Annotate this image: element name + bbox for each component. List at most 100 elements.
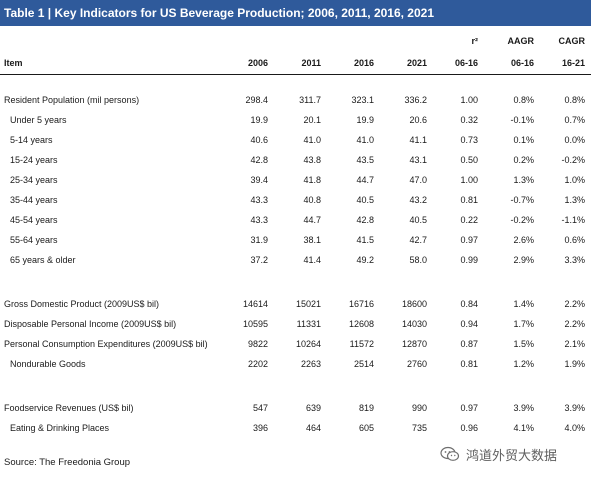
row-value: 40.5 [409, 215, 427, 225]
row-value: 38.1 [303, 235, 321, 245]
row-value: 18600 [401, 299, 427, 309]
header-cell-cagr: CAGR [558, 36, 586, 46]
row-value: 14614 [242, 299, 268, 309]
row-value: 0.1% [513, 135, 534, 145]
table-row: 25-34 years 39.4 41.8 44.7 47.0 1.00 1.3% 1.0% [0, 170, 591, 190]
row-value: 2.9% [513, 255, 534, 265]
row-value: 43.3 [250, 215, 268, 225]
header-year-2016: 2016 [353, 58, 374, 68]
table-row: 45-54 years 43.3 44.7 42.8 40.5 0.22 -0.2% -1.1… [0, 210, 591, 230]
row-value: 3.9% [513, 403, 534, 413]
row-value: 298.4 [245, 95, 268, 105]
table-row: 65 years & older 37.2 41.4 49.2 58.0 0.99 2.9%… [0, 250, 591, 270]
row-label: 35-44 years [10, 195, 58, 205]
header-row-top: r² AAGR CAGR [0, 30, 591, 52]
spacer-cell [0, 74, 591, 90]
row-value: 1.7% [513, 319, 534, 329]
row-value: 396 [252, 423, 268, 433]
table-row: Nondurable Goods 2202 2263 2514 2760 0.81 1.2%… [0, 354, 591, 374]
row-value: 42.8 [356, 215, 374, 225]
row-value: 0.87 [460, 339, 478, 349]
header-period-cagr: 16-21 [561, 58, 585, 68]
row-value: 12870 [401, 339, 427, 349]
row-value: 41.8 [303, 175, 321, 185]
table-row: Disposable Personal Income (2009US$ bil)… [0, 314, 591, 334]
row-value: 1.4% [513, 299, 534, 309]
row-value: 43.3 [250, 195, 268, 205]
row-value: 9822 [247, 339, 268, 349]
row-value: 43.2 [409, 195, 427, 205]
row-value: 1.9% [564, 359, 585, 369]
row-label: Gross Domestic Product (2009US$ bil) [4, 299, 160, 309]
table-row: 55-64 years 31.9 38.1 41.5 42.7 0.97 2.6% 0.6% [0, 230, 591, 250]
row-value: 2.2% [564, 319, 585, 329]
row-value: 819 [358, 403, 374, 413]
row-value: 311.7 [299, 95, 321, 105]
table-row: Resident Population (mil persons) 298.4 31… [0, 90, 591, 110]
row-value: 3.9% [564, 403, 585, 413]
row-value: 12608 [348, 319, 374, 329]
row-label: Foodservice Revenues (US$ bil) [4, 403, 134, 413]
header-cell [268, 30, 321, 52]
table-row: Under 5 years 19.9 20.1 19.9 20.6 0.32 -0.1% 0.… [0, 110, 591, 130]
row-value: 42.7 [409, 235, 427, 245]
row-value: 0.84 [460, 299, 478, 309]
row-value: 2.6% [513, 235, 534, 245]
header-divider [0, 74, 591, 75]
row-value: 1.00 [460, 95, 478, 105]
row-value: 40.5 [356, 195, 374, 205]
row-value: 0.7% [564, 115, 585, 125]
row-label: 15-24 years [10, 155, 58, 165]
source-note: Source: The Freedonia Group [4, 457, 131, 468]
spacer-cell [0, 374, 591, 398]
row-value: 0.81 [460, 359, 478, 369]
row-value: 43.5 [356, 155, 374, 165]
row-value: 39.4 [250, 175, 268, 185]
row-value: 37.2 [250, 255, 268, 265]
row-value: 10264 [295, 339, 321, 349]
row-value: 11331 [296, 319, 321, 329]
row-value: 19.9 [356, 115, 374, 125]
row-value: 40.6 [250, 135, 268, 145]
row-value: 41.0 [356, 135, 374, 145]
row-value: 2263 [300, 359, 321, 369]
row-value: 4.1% [513, 423, 534, 433]
table-row: Foodservice Revenues (US$ bil) 547 639 819 9… [0, 398, 591, 418]
row-value: 0.97 [460, 235, 478, 245]
row-value: 43.1 [409, 155, 427, 165]
row-value: 0.0% [564, 135, 585, 145]
header-cell [321, 30, 374, 52]
row-label: Personal Consumption Expenditures (2009U… [4, 339, 208, 349]
row-value: 2.2% [564, 299, 585, 309]
row-value: -0.2% [510, 215, 534, 225]
row-value: 3.3% [564, 255, 585, 265]
table-row: 5-14 years 40.6 41.0 41.0 41.1 0.73 0.1% 0.0% [0, 130, 591, 150]
spacer-cell [0, 270, 591, 294]
row-value: 464 [305, 423, 321, 433]
row-value: 0.50 [460, 155, 478, 165]
row-value: 11572 [349, 339, 374, 349]
row-value: 1.5% [513, 339, 534, 349]
header-year-2011: 2011 [301, 58, 321, 68]
row-value: 19.9 [250, 115, 268, 125]
row-value: 1.3% [564, 195, 585, 205]
row-value: 44.7 [303, 215, 321, 225]
header-cell-aagr: AAGR [507, 36, 535, 46]
row-value: 0.73 [460, 135, 478, 145]
table-row: 15-24 years 42.8 43.8 43.5 43.1 0.50 0.2% -0.2% [0, 150, 591, 170]
header-year-2006: 2006 [247, 58, 268, 68]
row-value: 0.32 [460, 115, 478, 125]
header-period-r2: 06-16 [454, 58, 478, 68]
row-value: 990 [411, 403, 427, 413]
row-value: 40.8 [303, 195, 321, 205]
header-item: Item [4, 58, 23, 68]
row-value: 735 [411, 423, 427, 433]
row-value: 547 [252, 403, 268, 413]
indicators-table: r² AAGR CAGR Item 2006 2011 2016 2021 06… [0, 30, 591, 438]
row-label: Nondurable Goods [10, 359, 86, 369]
row-value: 49.2 [356, 255, 374, 265]
table-row: Gross Domestic Product (2009US$ bil) 1461… [0, 294, 591, 314]
row-label: Under 5 years [10, 115, 67, 125]
row-label: 65 years & older [10, 255, 76, 265]
row-value: 0.94 [460, 319, 478, 329]
